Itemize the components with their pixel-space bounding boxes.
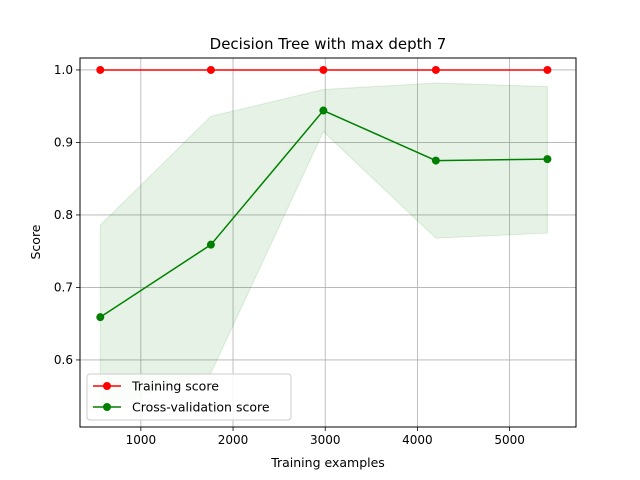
series-points [96, 65, 552, 322]
legend-box [86, 373, 292, 421]
point-series-1 [431, 156, 440, 165]
y-tick-label: 0.9 [54, 135, 73, 149]
plot-frame [79, 57, 577, 428]
y-tick-label: 0.6 [54, 353, 73, 367]
point-series-0 [543, 65, 552, 74]
y-tick-label: 0.7 [54, 280, 73, 294]
x-axis-label: Training examples [270, 455, 385, 470]
point-series-0 [206, 65, 215, 74]
y-axis-label: Score [28, 224, 43, 259]
point-series-0 [96, 65, 105, 74]
x-tick-label: 3000 [310, 433, 341, 447]
point-series-1 [319, 106, 328, 115]
point-series-1 [543, 155, 552, 164]
point-series-1 [206, 240, 215, 249]
x-tick-label: 1000 [126, 433, 157, 447]
legend: Training score Cross-validation score [86, 373, 292, 421]
point-series-1 [96, 313, 105, 322]
y-tick-label: 0.8 [54, 208, 73, 222]
x-tick-label: 2000 [218, 433, 249, 447]
x-tick-label: 4000 [402, 433, 433, 447]
legend-marker-0 [103, 382, 111, 390]
y-axis-ticks: 0.6 0.7 0.8 0.9 1.0 [54, 63, 80, 367]
x-tick-label: 5000 [494, 433, 525, 447]
legend-label-0: Training score [131, 379, 219, 394]
chart-title: Decision Tree with max depth 7 [210, 35, 447, 53]
point-series-0 [319, 65, 328, 74]
x-axis-ticks: 1000 2000 3000 4000 5000 [126, 427, 525, 447]
confidence-bands [99, 69, 548, 410]
legend-label-1: Cross-validation score [132, 400, 270, 415]
y-tick-label: 1.0 [54, 63, 73, 77]
point-series-0 [431, 65, 440, 74]
legend-marker-1 [103, 403, 111, 411]
